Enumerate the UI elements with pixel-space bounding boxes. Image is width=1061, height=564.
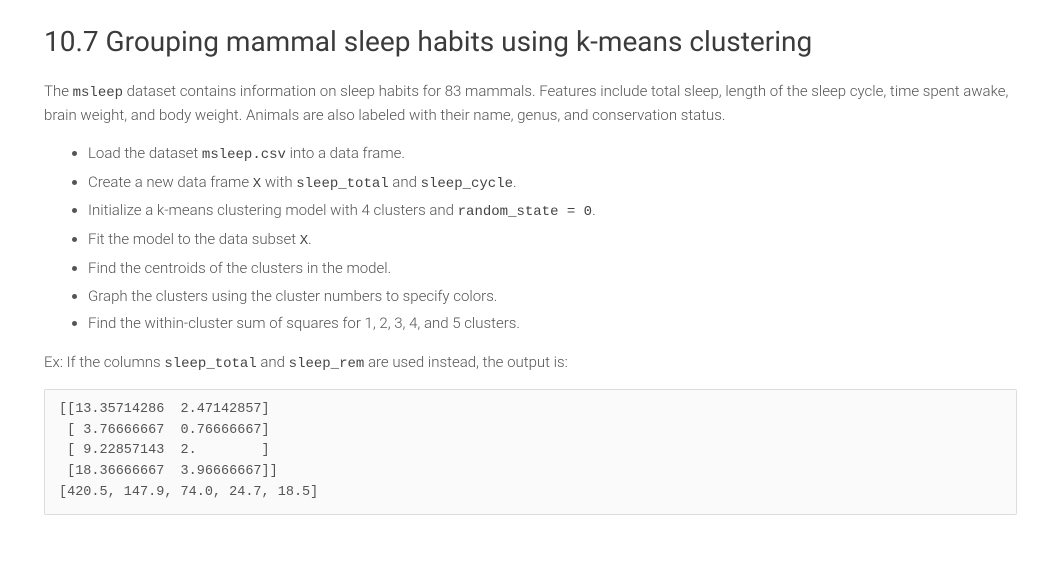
step-item: Graph the clusters using the cluster num… bbox=[88, 284, 1017, 310]
example-code: sleep_total bbox=[164, 356, 256, 372]
step-code: sleep_total bbox=[296, 176, 388, 192]
steps-list: Load the dataset msleep.csv into a data … bbox=[44, 141, 1017, 337]
step-text: Initialize a k-means clustering model wi… bbox=[88, 201, 458, 219]
intro-paragraph: The msleep dataset contains information … bbox=[44, 80, 1017, 127]
example-text-post: are used instead, the output is: bbox=[364, 353, 567, 371]
step-text: . bbox=[513, 173, 517, 191]
step-text: Create a new data frame bbox=[88, 173, 253, 191]
step-item: Find the within-cluster sum of squares f… bbox=[88, 311, 1017, 337]
step-text: . bbox=[592, 201, 596, 219]
intro-text-pre: The bbox=[44, 82, 73, 100]
step-code: X bbox=[253, 176, 261, 192]
example-paragraph: Ex: If the columns sleep_total and sleep… bbox=[44, 351, 1017, 375]
step-text: Graph the clusters using the cluster num… bbox=[88, 287, 497, 305]
step-code: msleep.csv bbox=[202, 147, 286, 163]
intro-code-msleep: msleep bbox=[73, 85, 123, 101]
step-text: Find the within-cluster sum of squares f… bbox=[88, 314, 520, 332]
section-heading: 10.7 Grouping mammal sleep habits using … bbox=[44, 24, 1017, 60]
document-page: 10.7 Grouping mammal sleep habits using … bbox=[0, 0, 1061, 564]
step-item: Find the centroids of the clusters in th… bbox=[88, 256, 1017, 282]
example-text-pre: Ex: If the columns bbox=[44, 353, 164, 371]
step-item: Fit the model to the data subset X. bbox=[88, 227, 1017, 254]
step-text: with bbox=[261, 173, 296, 191]
step-code: sleep_cycle bbox=[421, 176, 513, 192]
step-text: and bbox=[389, 173, 421, 191]
intro-text-post: dataset contains information on sleep ha… bbox=[44, 82, 1008, 124]
example-code: sleep_rem bbox=[289, 356, 365, 372]
step-text: into a data frame. bbox=[286, 144, 405, 162]
step-item: Initialize a k-means clustering model wi… bbox=[88, 198, 1017, 225]
step-text: Find the centroids of the clusters in th… bbox=[88, 259, 391, 277]
output-block: [[13.35714286 2.47142857] [ 3.76666667 0… bbox=[44, 389, 1017, 516]
step-item: Load the dataset msleep.csv into a data … bbox=[88, 141, 1017, 168]
step-code: X bbox=[300, 233, 308, 249]
step-text: Fit the model to the data subset bbox=[88, 230, 300, 248]
step-text: . bbox=[308, 230, 312, 248]
example-text-mid: and bbox=[257, 353, 289, 371]
step-code: random_state = 0 bbox=[458, 204, 592, 220]
step-text: Load the dataset bbox=[88, 144, 202, 162]
step-item: Create a new data frame X with sleep_tot… bbox=[88, 170, 1017, 197]
